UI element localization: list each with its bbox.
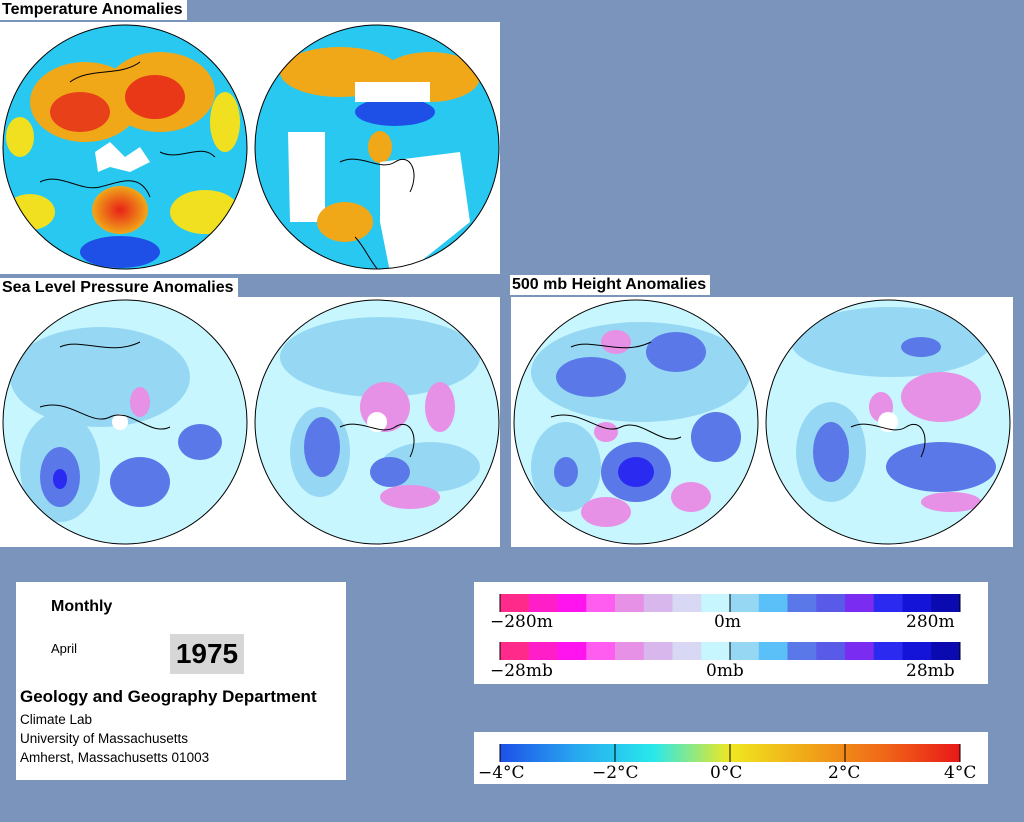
color-swatch [643,594,673,612]
color-swatch [500,642,530,660]
department-label: Geology and Geography Department [20,687,317,706]
color-swatch [816,642,846,660]
temperature-legend: −4°C −2°C 0°C 2°C 4°C [474,732,988,784]
color-swatch [931,642,961,660]
color-swatch [500,594,530,612]
color-swatch [586,594,616,612]
temperature-legend-labels: −4°C −2°C 0°C 2°C 4°C [478,763,976,783]
slp-color-bar [499,642,961,660]
color-swatch [845,642,875,660]
color-swatch [873,642,903,660]
height-panel [511,297,1013,547]
color-swatch [557,642,587,660]
height-map-south [766,300,1010,544]
color-swatch [730,594,760,612]
color-swatch [816,594,846,612]
color-swatch [528,642,558,660]
height-color-bar [499,594,961,612]
height-map-north [514,300,758,544]
color-swatch [730,642,760,660]
color-swatch [931,594,961,612]
color-swatch [528,594,558,612]
color-swatch [557,594,587,612]
color-swatch [758,594,788,612]
color-swatch [787,594,817,612]
height-title: 500 mb Height Anomalies [510,275,711,295]
temp-label-minus2: −2°C [592,763,639,783]
color-swatch [701,642,731,660]
slp-map-south [255,300,499,544]
pressure-height-legend: −280m 0m 280m −28mb 0mb 28mb [474,582,988,684]
period-label: Monthly [51,598,113,615]
slp-label-zero: 0mb [706,661,744,681]
temperature-map-south [255,25,499,269]
height-label-max: 280m [906,612,955,632]
temp-label-plus2: 2°C [828,763,860,783]
color-swatch [672,642,702,660]
color-swatch [615,594,645,612]
slp-label-min: −28mb [490,661,553,681]
temp-label-zero: 0°C [710,763,742,783]
temp-label-plus4: 4°C [944,763,976,783]
color-swatch [873,594,903,612]
height-label-zero: 0m [714,612,741,632]
temperature-title: Temperature Anomalies [0,0,187,20]
color-swatch [845,594,875,612]
year-label: 1975 [170,634,244,674]
month-label: April [51,641,78,656]
slp-legend-labels: −28mb 0mb 28mb [490,661,955,681]
color-swatch [902,594,932,612]
color-swatch [787,642,817,660]
temperature-panel [0,22,500,274]
info-box: Monthly April 1975 Geology and Geography… [16,582,346,780]
color-swatch [758,642,788,660]
address-label: Amherst, Massachusetts 01003 [20,750,210,765]
slp-panel [0,297,500,547]
color-swatch [643,642,673,660]
slp-map-north [3,300,247,544]
temp-label-minus4: −4°C [478,763,525,783]
university-label: University of Massachusetts [20,731,189,746]
lab-label: Climate Lab [20,712,93,727]
color-swatch [586,642,616,660]
slp-title: Sea Level Pressure Anomalies [0,278,238,298]
color-swatch [672,594,702,612]
temperature-map-north [3,25,247,269]
color-swatch [701,594,731,612]
color-swatch [902,642,932,660]
height-legend-labels: −280m 0m 280m [490,612,955,632]
temperature-color-bar [499,744,961,762]
color-swatch [615,642,645,660]
slp-label-max: 28mb [906,661,955,681]
height-label-min: −280m [490,612,553,632]
